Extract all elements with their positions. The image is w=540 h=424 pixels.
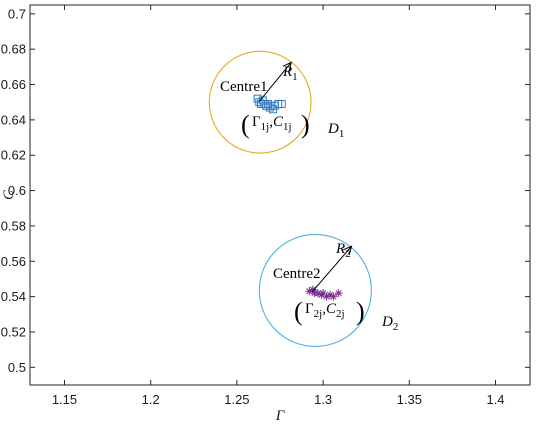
x-tick-label: 1.3 [314, 392, 332, 407]
y-tick-label: 0.56 [1, 254, 26, 269]
x-axis-label: Γ [275, 408, 286, 424]
y-tick-label: 0.6 [8, 183, 26, 198]
asterisk-marker [329, 292, 338, 301]
d1-label: D1 [327, 121, 344, 140]
pair1-left-paren: ( [241, 110, 250, 139]
radius-arrow-head-r1 [282, 61, 292, 72]
asterisk-marker [334, 289, 343, 298]
x-tick-label: 1.4 [486, 392, 504, 407]
y-tick-label: 0.7 [8, 6, 26, 21]
radius-arrows [258, 61, 353, 293]
axis-ticks: 1.15 1.2 1.25 1.3 1.35 1.4 0.5 0.52 0.54 0.56 0.58… [1, 5, 530, 407]
asterisk-marker [308, 285, 317, 294]
r1-label: R1 [282, 64, 298, 83]
y-tick-label: 0.66 [1, 77, 26, 92]
radius-arrow-line-r1 [258, 62, 292, 102]
radius-arrow-line-r2 [311, 245, 352, 293]
pair2-left-paren: ( [294, 297, 303, 326]
y-axis-label: C [1, 189, 17, 200]
x-tick-label: 1.2 [142, 392, 160, 407]
y-tick-label: 0.52 [1, 324, 26, 339]
radius-arrow-head-r2 [343, 245, 353, 256]
x-tick-label: 1.25 [224, 392, 249, 407]
pair1-right-paren: ) [301, 110, 310, 139]
centre2-label: Centre2 [273, 266, 320, 282]
r2-label: R2 [335, 241, 351, 260]
region-circle-d2 [258, 233, 372, 348]
pair2-right-paren: ) [356, 297, 365, 326]
centre1-label: Centre1 [220, 79, 267, 95]
pair1-label: Γ1j,C1j [252, 114, 292, 133]
plot-frame [29, 4, 531, 386]
y-tick-label: 0.58 [1, 218, 26, 233]
y-tick-label: 0.68 [1, 42, 26, 57]
x-tick-label: 1.15 [52, 392, 77, 407]
square-marker [277, 99, 286, 108]
y-tick-label: 0.62 [1, 148, 26, 163]
y-tick-label: 0.54 [1, 289, 26, 304]
region-circles [208, 50, 372, 348]
x-tick-label: 1.35 [397, 392, 422, 407]
y-tick-label: 0.5 [8, 360, 26, 375]
d2-label: D2 [381, 314, 398, 333]
y-tick-label: 0.64 [1, 112, 26, 127]
region-circle-d1 [208, 50, 312, 154]
pair2-label: Γ2j,C2j [305, 301, 345, 320]
